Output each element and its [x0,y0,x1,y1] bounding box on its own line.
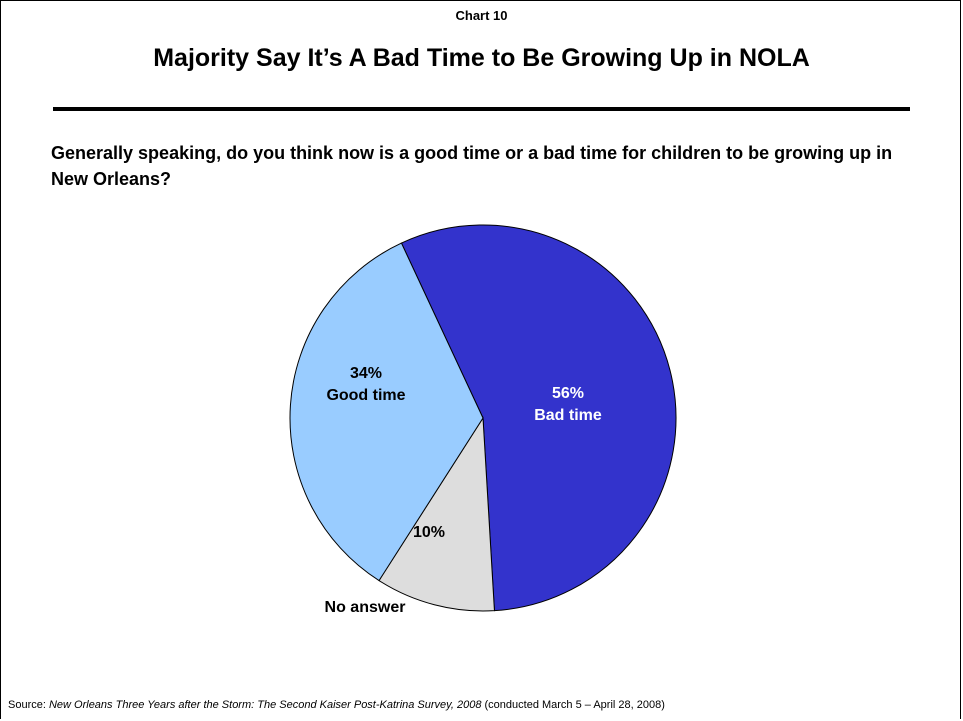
source-prefix: Source: [8,699,49,711]
slice-name-bad-time: Bad time [534,407,602,424]
pie-slice-no-answer [378,416,495,612]
title-divider [53,107,910,111]
pie-slice-bad-time [400,224,677,612]
source-note: Source: New Orleans Three Years after th… [8,699,958,711]
chart-title: Majority Say It’s A Bad Time to Be Growi… [153,44,810,72]
slice-name-no-answer: No answer [325,599,406,616]
slice-name-good-time: Good time [326,387,405,404]
survey-question: Generally speaking, do you think now is … [51,143,893,189]
source-title: New Orleans Three Years after the Storm:… [48,699,482,711]
slice-value-no-answer: 10% [413,524,445,541]
pie-slice-good-time [289,242,484,582]
chart-number: Chart 10 [455,8,508,23]
slice-value-bad-time: 56% [552,385,584,402]
source-dates: (conducted March 5 – April 28, 2008) [481,699,665,711]
slice-value-good-time: 34% [350,365,382,382]
